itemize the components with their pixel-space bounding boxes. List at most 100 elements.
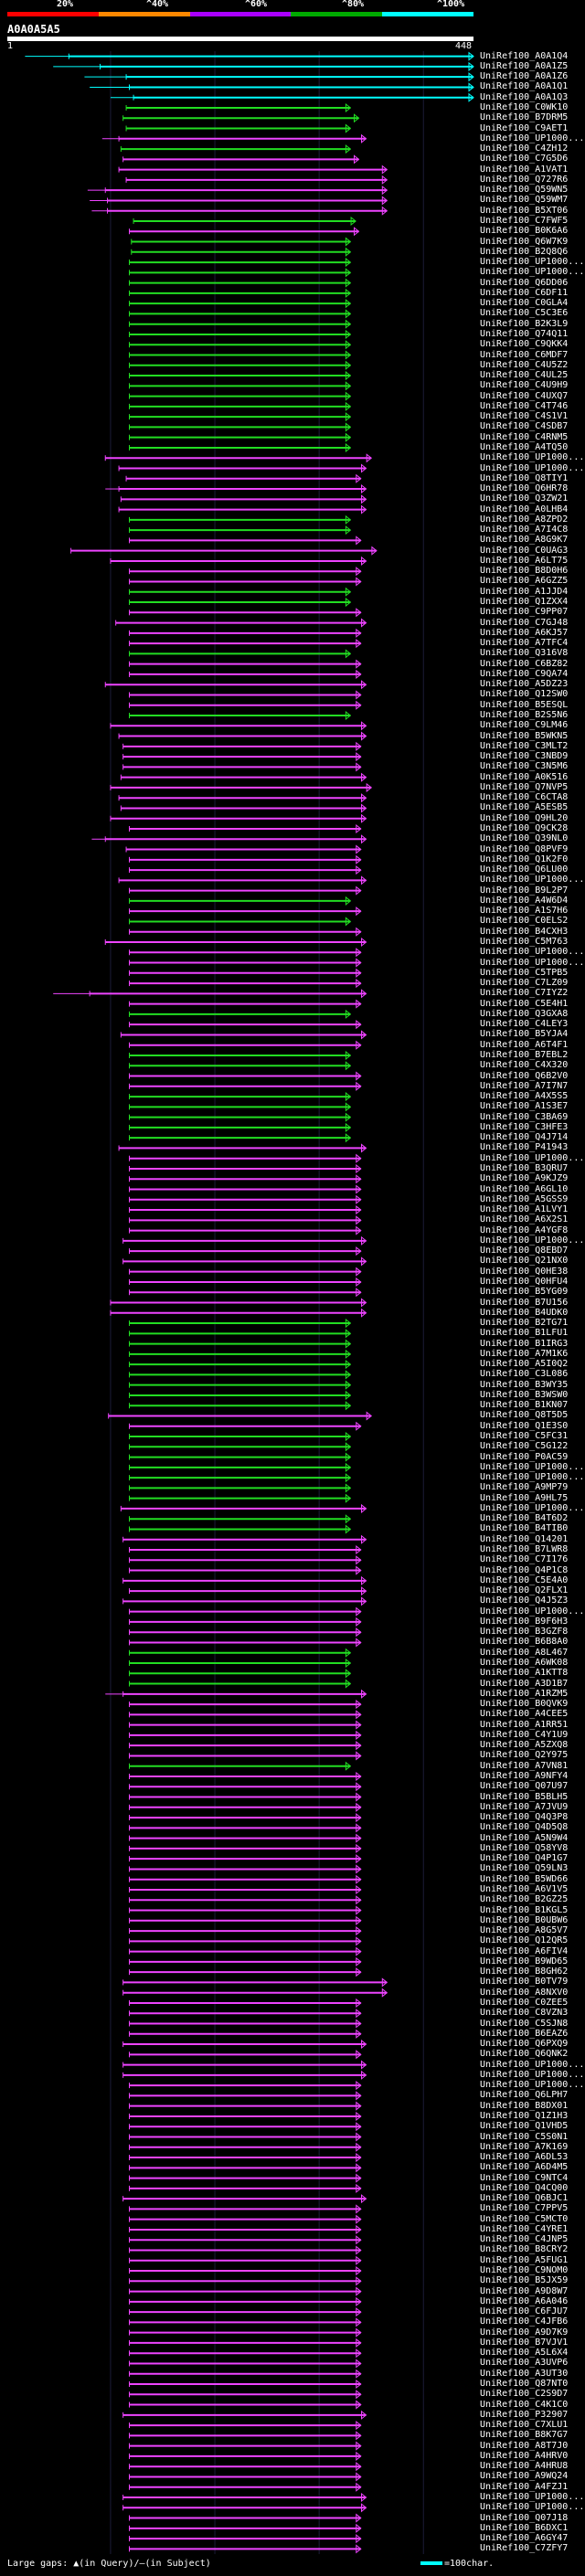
hit-label[interactable]: UniRef100_Q07U97: [480, 1781, 569, 1792]
hit-label[interactable]: UniRef100_Q6PXQ9: [480, 2039, 569, 2050]
hit-label[interactable]: UniRef100_A8G5V7: [480, 1925, 569, 1936]
hit-label[interactable]: UniRef100_Q12QR5: [480, 1935, 569, 1946]
hit-label[interactable]: UniRef100_Q3GXA8: [480, 1008, 569, 1019]
hit-label[interactable]: UniRef100_Q6BJC1: [480, 2193, 569, 2204]
hit-label[interactable]: UniRef100_C8VZN3: [480, 2008, 569, 2019]
hit-label[interactable]: UniRef100_A4FZJ1: [480, 2481, 569, 2492]
hit-label[interactable]: UniRef100_Q12SW0: [480, 689, 569, 700]
hit-label[interactable]: UniRef100_A6DL53: [480, 2152, 569, 2163]
hit-label[interactable]: UniRef100_B7EBL2: [480, 1049, 569, 1060]
hit-label[interactable]: UniRef100_Q6W7K9: [480, 236, 569, 247]
hit-label[interactable]: UniRef100_B5ESQL: [480, 699, 569, 710]
hit-label[interactable]: UniRef100_UP1000...: [480, 2080, 585, 2091]
hit-label[interactable]: UniRef100_C4Y1U9: [480, 1729, 569, 1740]
hit-label[interactable]: UniRef100_P0AC59: [480, 1451, 569, 1462]
hit-label[interactable]: UniRef100_Q07J18: [480, 2512, 569, 2523]
hit-label[interactable]: UniRef100_A8L467: [480, 1647, 569, 1658]
hit-label[interactable]: UniRef100_C4ZH12: [480, 143, 569, 154]
hit-label[interactable]: UniRef100_C5C3E6: [480, 308, 569, 319]
hit-label[interactable]: UniRef100_Q316V8: [480, 648, 569, 659]
hit-label[interactable]: UniRef100_Q6LPH7: [480, 2090, 569, 2101]
hit-label[interactable]: UniRef100_C3BA69: [480, 1111, 569, 1122]
hit-label[interactable]: UniRef100_A9NFY4: [480, 1770, 569, 1781]
hit-label[interactable]: UniRef100_C6CTA8: [480, 792, 569, 803]
hit-label[interactable]: UniRef100_C7ZFY7: [480, 2543, 569, 2554]
hit-label[interactable]: UniRef100_A5ESB5: [480, 802, 569, 813]
hit-label[interactable]: UniRef100_B5YJA4: [480, 1029, 569, 1040]
hit-label[interactable]: UniRef100_A1S7H6: [480, 906, 569, 917]
hit-label[interactable]: UniRef100_C5E4A0: [480, 1574, 569, 1585]
hit-label[interactable]: UniRef100_B5WD66: [480, 1873, 569, 1884]
hit-label[interactable]: UniRef100_A0LHB4: [480, 504, 569, 514]
hit-label[interactable]: UniRef100_B7U156: [480, 1297, 569, 1308]
hit-label[interactable]: UniRef100_A6GZZ5: [480, 576, 569, 587]
hit-label[interactable]: UniRef100_A5N9W4: [480, 1832, 569, 1843]
hit-label[interactable]: UniRef100_UP1000...: [480, 462, 585, 473]
hit-label[interactable]: UniRef100_Q4D5Q8: [480, 1822, 569, 1833]
hit-label[interactable]: UniRef100_A3D1B7: [480, 1678, 569, 1689]
hit-label[interactable]: UniRef100_Q6LU00: [480, 864, 569, 875]
hit-label[interactable]: UniRef100_A6A046: [480, 2295, 569, 2306]
hit-label[interactable]: UniRef100_Q8TIY1: [480, 472, 569, 483]
hit-label[interactable]: UniRef100_C4LEY3: [480, 1019, 569, 1030]
hit-label[interactable]: UniRef100_C3N5M6: [480, 761, 569, 772]
hit-label[interactable]: UniRef100_B8D0H6: [480, 566, 569, 577]
hit-label[interactable]: UniRef100_B3WY35: [480, 1379, 569, 1390]
hit-label[interactable]: UniRef100_A7I7N7: [480, 1080, 569, 1091]
hit-label[interactable]: UniRef100_A4TQ50: [480, 441, 569, 452]
hit-label[interactable]: UniRef100_Q1K2F0: [480, 853, 569, 864]
hit-label[interactable]: UniRef100_A7M1K6: [480, 1348, 569, 1359]
hit-label[interactable]: UniRef100_Q4J714: [480, 1132, 569, 1143]
hit-label[interactable]: UniRef100_A4CEE5: [480, 1709, 569, 1720]
hit-label[interactable]: UniRef100_Q6HR78: [480, 483, 569, 494]
hit-label[interactable]: UniRef100_Q2FLX1: [480, 1585, 569, 1596]
hit-label[interactable]: UniRef100_C5G122: [480, 1441, 569, 1452]
hit-label[interactable]: UniRef100_A1VAT1: [480, 164, 569, 175]
hit-label[interactable]: UniRef100_C4X320: [480, 1060, 569, 1071]
hit-label[interactable]: UniRef100_C5MCT0: [480, 2213, 569, 2224]
hit-label[interactable]: UniRef100_A9HL75: [480, 1492, 569, 1503]
hit-label[interactable]: UniRef100_A6X2S1: [480, 1214, 569, 1225]
hit-label[interactable]: UniRef100_A5FUG1: [480, 2254, 569, 2265]
hit-label[interactable]: UniRef100_A8ZPD2: [480, 514, 569, 525]
hit-label[interactable]: UniRef100_UP1000...: [480, 2502, 585, 2513]
hit-label[interactable]: UniRef100_C7IYZ2: [480, 988, 569, 999]
hit-label[interactable]: UniRef100_Q21NX0: [480, 1256, 569, 1267]
hit-label[interactable]: UniRef100_B1KGL5: [480, 1904, 569, 1915]
hit-label[interactable]: UniRef100_Q1ZXX4: [480, 597, 569, 608]
hit-label[interactable]: UniRef100_B2K3L9: [480, 318, 569, 329]
hit-label[interactable]: UniRef100_C4T746: [480, 400, 569, 411]
hit-label[interactable]: UniRef100_C0WK10: [480, 101, 569, 112]
hit-label[interactable]: UniRef100_C9NOM0: [480, 2265, 569, 2276]
hit-label[interactable]: UniRef100_UP1000...: [480, 947, 585, 958]
hit-label[interactable]: UniRef100_C0ZEE5: [480, 1997, 569, 2008]
hit-label[interactable]: UniRef100_A8G9K7: [480, 535, 569, 546]
hit-label[interactable]: UniRef100_C0GLA4: [480, 298, 569, 309]
hit-label[interactable]: UniRef100_A6WK08: [480, 1658, 569, 1668]
hit-label[interactable]: UniRef100_B0K6A6: [480, 226, 569, 237]
hit-label[interactable]: UniRef100_C9LM46: [480, 720, 569, 731]
hit-label[interactable]: UniRef100_C3MLT2: [480, 740, 569, 751]
hit-label[interactable]: UniRef100_A9KJZ9: [480, 1173, 569, 1184]
hit-label[interactable]: UniRef100_C6FJU7: [480, 2306, 569, 2317]
hit-label[interactable]: UniRef100_UP1000...: [480, 2492, 585, 2502]
hit-label[interactable]: UniRef100_B6DXC1: [480, 2522, 569, 2533]
hit-label[interactable]: UniRef100_C6BZ82: [480, 658, 569, 669]
hit-label[interactable]: UniRef100_B5BLH5: [480, 1791, 569, 1802]
hit-label[interactable]: UniRef100_Q74Q11: [480, 328, 569, 339]
hit-label[interactable]: UniRef100_B0QVK9: [480, 1699, 569, 1710]
hit-label[interactable]: UniRef100_A4YGF8: [480, 1224, 569, 1235]
hit-label[interactable]: UniRef100_UP1000...: [480, 267, 585, 278]
hit-label[interactable]: UniRef100_Q0HFU4: [480, 1276, 569, 1287]
hit-label[interactable]: UniRef100_C4S1V1: [480, 411, 569, 422]
hit-label[interactable]: UniRef100_C5S0N1: [480, 2131, 569, 2142]
hit-label[interactable]: UniRef100_C4JNP5: [480, 2234, 569, 2245]
hit-label[interactable]: UniRef100_A0K516: [480, 771, 569, 782]
hit-label[interactable]: UniRef100_Q1VHD5: [480, 2121, 569, 2132]
hit-label[interactable]: UniRef100_Q4CQ00: [480, 2182, 569, 2193]
hit-label[interactable]: UniRef100_C4UL25: [480, 370, 569, 381]
hit-label[interactable]: UniRef100_B0TV79: [480, 1977, 569, 1988]
hit-label[interactable]: UniRef100_Q2Y975: [480, 1750, 569, 1761]
hit-label[interactable]: UniRef100_B9L2P7: [480, 885, 569, 896]
hit-label[interactable]: UniRef100_C0UAG3: [480, 545, 569, 556]
